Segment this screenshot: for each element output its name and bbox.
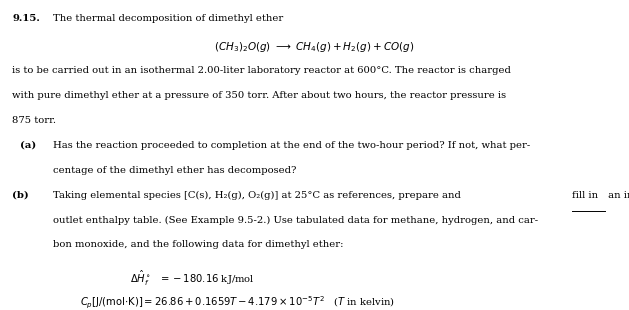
Text: outlet enthalpy table. (See Example 9.5-2.) Use tabulated data for methane, hydr: outlet enthalpy table. (See Example 9.5-… bbox=[53, 215, 538, 224]
Text: an inlet–: an inlet– bbox=[605, 191, 629, 200]
Text: is to be carried out in an isothermal 2.00-liter laboratory reactor at 600°C. Th: is to be carried out in an isothermal 2.… bbox=[13, 66, 511, 75]
Text: $C_p\mathrm{[J/(mol{\cdot}K)]} = 26.86 + 0.1659T - 4.179 \times 10^{-5}T^2$   ($: $C_p\mathrm{[J/(mol{\cdot}K)]} = 26.86 +… bbox=[81, 295, 395, 310]
Text: 9.15.: 9.15. bbox=[13, 14, 40, 23]
Text: (a): (a) bbox=[20, 141, 36, 150]
Text: Has the reaction proceeded to completion at the end of the two-hour period? If n: Has the reaction proceeded to completion… bbox=[53, 141, 530, 150]
Text: Taking elemental species [C(s), H₂(g), O₂(g)] at 25°C as references, prepare and: Taking elemental species [C(s), H₂(g), O… bbox=[53, 191, 464, 200]
Text: fill in: fill in bbox=[572, 191, 598, 200]
Text: centage of the dimethyl ether has decomposed?: centage of the dimethyl ether has decomp… bbox=[53, 166, 296, 175]
Text: $\Delta \hat{H}_f^\circ$  $= -180.16$ kJ/mol: $\Delta \hat{H}_f^\circ$ $= -180.16$ kJ/… bbox=[130, 269, 254, 288]
Text: bon monoxide, and the following data for dimethyl ether:: bon monoxide, and the following data for… bbox=[53, 240, 343, 249]
Text: $(CH_3)_2O(g)\ \longrightarrow\ CH_4(g) + H_2(g) + CO(g)$: $(CH_3)_2O(g)\ \longrightarrow\ CH_4(g) … bbox=[214, 40, 415, 54]
Text: (b): (b) bbox=[13, 191, 29, 200]
Text: 875 torr.: 875 torr. bbox=[13, 116, 57, 125]
Text: The thermal decomposition of dimethyl ether: The thermal decomposition of dimethyl et… bbox=[53, 14, 283, 23]
Text: with pure dimethyl ether at a pressure of 350 torr. After about two hours, the r: with pure dimethyl ether at a pressure o… bbox=[13, 91, 506, 100]
